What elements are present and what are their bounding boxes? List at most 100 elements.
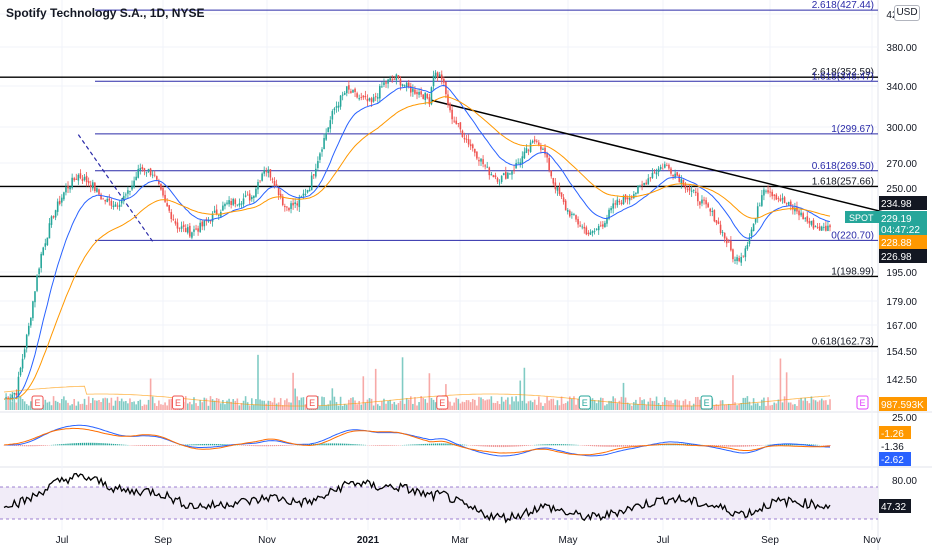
candle-body [467,139,470,145]
candle-body [754,218,757,223]
volume-bar [131,402,133,410]
candle-body [234,199,237,205]
volume-bar [451,405,453,410]
candle-body [688,187,691,191]
macd-histogram-bar [560,444,563,446]
macd-histogram-bar [610,445,612,447]
macd-histogram-bar [750,445,753,447]
volume-bar [552,398,555,410]
candle-body [207,220,210,222]
candle-body [684,184,687,189]
candle-body [292,202,294,206]
candle-body [581,226,583,228]
macd-histogram-bar [323,443,325,446]
candle-body [11,394,14,400]
macd-histogram-bar [445,443,447,446]
volume-bar [825,400,827,410]
volume-bar [792,404,794,410]
fib-level-label: 1(299.67) [831,124,874,135]
volume-bar [83,398,86,410]
macd-histogram-bar [350,443,352,446]
candle-body [242,198,245,205]
volume-bar [5,398,7,410]
candle-body [721,232,724,233]
volume-bar [275,403,278,410]
macd-histogram-bar [38,445,40,447]
candle-body [389,78,391,81]
macd-histogram-bar [575,444,577,446]
currency-badge[interactable]: USD [894,5,920,21]
candle-body [116,205,119,207]
candle-body [606,217,608,224]
candle-body [327,127,330,133]
candle-body [251,197,253,200]
candle-body [366,98,369,102]
volume-bar [348,399,350,410]
volume-bar [715,404,718,410]
volume-bar [360,404,363,410]
current-price-bg [879,211,927,236]
macd-histogram-bar [156,445,158,446]
macd-histogram-bar [75,443,77,446]
candle-body [27,325,30,335]
volume-bar [424,399,427,410]
candle-body [374,96,377,98]
candle-body [812,220,815,229]
volume-bar [166,405,168,410]
volume-bar [494,403,497,410]
volume-bar [471,398,474,410]
volume-bar [573,396,575,410]
macd-histogram-bar [36,445,38,447]
macd-histogram-bar [275,445,278,447]
macd-histogram-bar [375,445,377,446]
volume-bar [804,397,807,410]
candle-body [674,173,676,178]
candle-body [802,213,804,220]
volume-bar [158,400,160,410]
candle-body [151,174,154,176]
volume-bar [732,375,734,410]
candle-body [108,198,111,201]
candle-body [787,202,790,205]
candle-body [775,194,778,200]
candle-body [655,172,658,175]
macd-histogram-bar [102,443,104,446]
candle-body [15,393,18,396]
volume-bar [765,405,767,410]
macd-histogram-bar [620,445,623,447]
volume-bar [507,397,509,410]
candle-body [98,189,100,195]
candle-body [507,172,509,179]
macd-histogram-bar [26,445,28,447]
macd-histogram-bar [215,444,218,446]
macd-histogram-bar [151,445,154,447]
candle-body [783,197,786,203]
candle-body [769,191,771,193]
macd-histogram-bar [633,445,635,447]
macd-histogram-bar [693,444,695,446]
macd-histogram-bar [46,445,49,446]
volume-bar [141,405,144,410]
price-axis-label: 142.50 [886,375,917,386]
macd-histogram-bar [13,445,16,446]
candle-body [798,210,800,216]
volume-bar [56,401,59,410]
volume-bar [511,396,513,410]
candle-body [703,199,705,201]
volume-bar [657,402,660,410]
macd-histogram-bar [158,445,160,446]
volume-bar [750,405,753,410]
candle-body [589,232,592,235]
price-axis-label: 380.00 [886,43,917,54]
macd-histogram-bar [790,443,792,446]
volume-bar [228,398,230,410]
macd-histogram-bar [15,445,18,447]
candle-body [585,227,588,235]
candle-body [469,144,472,147]
candle-body [376,97,379,99]
candle-body [635,192,637,194]
candle-body [149,168,152,176]
macd-histogram-bar [141,445,144,446]
candle-body [193,229,195,232]
